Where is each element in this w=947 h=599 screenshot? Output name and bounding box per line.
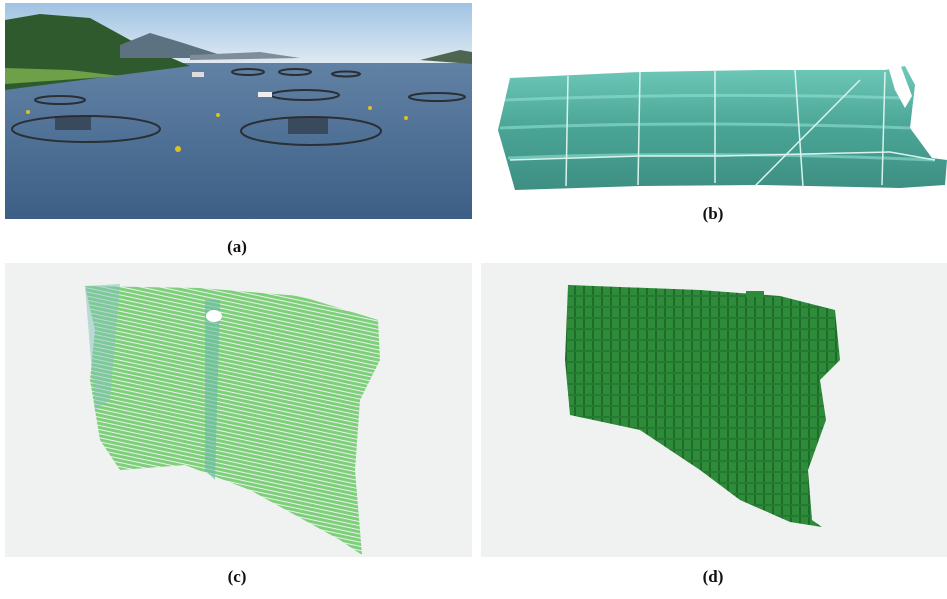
figure: (a) (b) (c) (d) (0, 0, 947, 599)
panel-b-mesh (498, 64, 947, 190)
panel-c-point-cloud (5, 263, 472, 557)
panel-d-voxel-map (481, 263, 947, 557)
panel-label: (b) (703, 204, 724, 223)
panel-label: (a) (227, 237, 247, 256)
panel-label: (c) (228, 567, 247, 586)
panel-a-photo (5, 3, 472, 219)
panel-label: (d) (703, 567, 724, 586)
figure-canvas: (a) (b) (c) (d) (0, 0, 947, 599)
